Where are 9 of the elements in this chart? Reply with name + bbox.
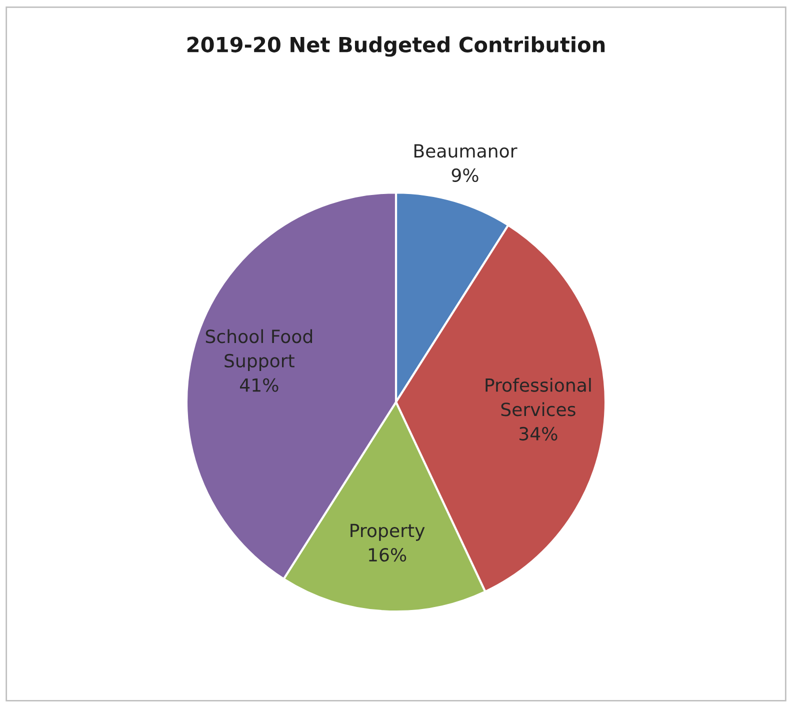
data-label: 16% — [368, 548, 406, 562]
chart-title: 2019-20 Net Budgeted Contribution — [187, 36, 605, 57]
slice-label: School Food Support — [206, 329, 312, 372]
slice-label: Professional Services — [486, 378, 591, 416]
data-label: 9% — [452, 168, 478, 182]
slice-label: Property — [350, 524, 425, 541]
slice-label: Beaumanor — [414, 144, 518, 158]
data-label: 34% — [520, 426, 558, 441]
data-label: 41% — [240, 378, 278, 392]
